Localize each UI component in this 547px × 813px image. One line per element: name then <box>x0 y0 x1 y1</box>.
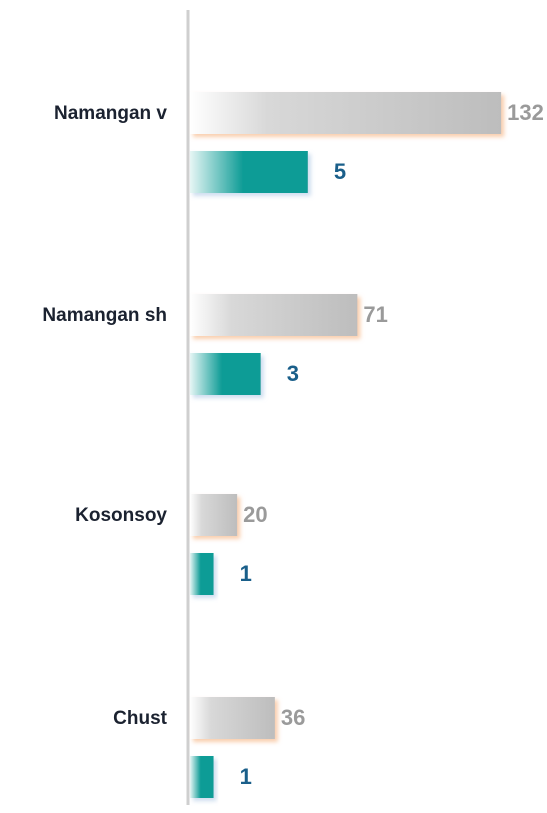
value-label: 5 <box>334 159 346 184</box>
value-label: 3 <box>287 361 299 386</box>
value-label: 132 <box>507 100 544 125</box>
category-label: Kosonsoy <box>75 505 167 526</box>
bar <box>190 151 308 193</box>
bar <box>190 494 238 536</box>
value-label: 36 <box>281 705 305 730</box>
bar <box>190 553 214 595</box>
category-label: Namangan v <box>54 103 167 124</box>
value-label: 71 <box>363 302 387 327</box>
bar <box>190 353 261 395</box>
bar <box>190 92 502 134</box>
value-label: 20 <box>243 502 267 527</box>
bar <box>190 697 275 739</box>
bar <box>190 756 214 798</box>
value-label: 1 <box>240 764 252 789</box>
category-label: Namangan sh <box>42 305 167 326</box>
category-label: Chust <box>113 708 168 729</box>
bar <box>190 294 358 336</box>
value-label: 1 <box>240 561 252 586</box>
